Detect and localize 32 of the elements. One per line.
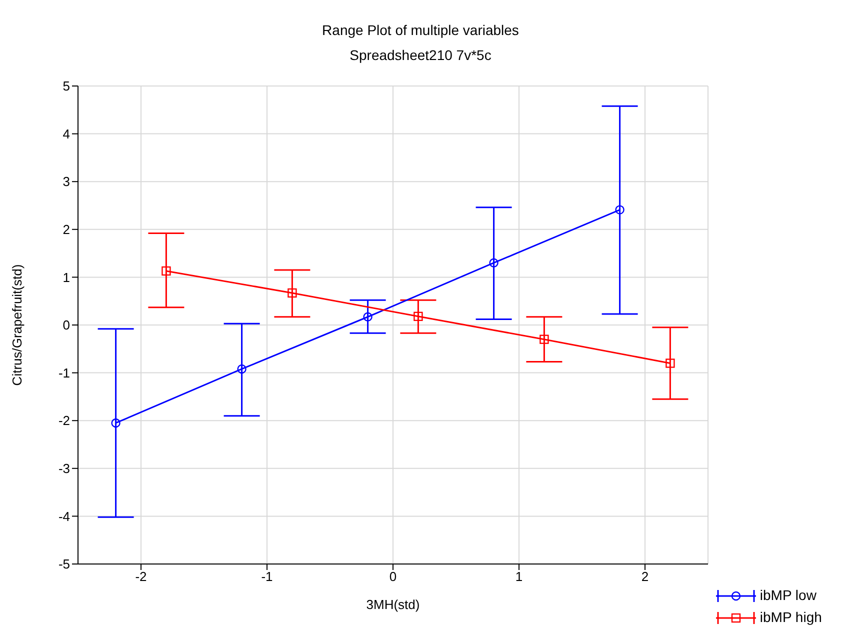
- point: [489, 258, 498, 268]
- chart-subtitle: Spreadsheet210 7v*5c: [348, 47, 492, 63]
- point: [162, 266, 171, 276]
- point: [237, 364, 246, 374]
- point: [666, 358, 675, 368]
- x-tick-label: 1: [515, 569, 523, 584]
- y-tick-label: 5: [62, 78, 70, 94]
- y-tick-label: -1: [58, 365, 70, 380]
- y-tick-label: -3: [58, 461, 70, 476]
- x-tick-label: 2: [641, 569, 649, 584]
- y-tick-label: -4: [58, 508, 70, 524]
- point: [363, 312, 372, 322]
- point: [288, 288, 297, 298]
- x-tick-label: -2: [135, 569, 147, 584]
- legend-label: ibMP low: [760, 587, 816, 603]
- y-tick-label: 4: [62, 126, 70, 142]
- chart-title: Range Plot of multiple variables: [321, 22, 520, 38]
- y-axis-title: Citrus/Grapefruit(std): [10, 264, 25, 386]
- y-tick-label: 2: [62, 222, 70, 238]
- point: [414, 312, 423, 321]
- x-axis-title: 3MH(std): [366, 597, 420, 612]
- y-tick-label: -2: [58, 413, 70, 428]
- y-tick-label: 3: [62, 174, 70, 190]
- x-tick-label: 0: [389, 569, 397, 584]
- point: [615, 205, 624, 214]
- legend-label: ibMP high: [760, 609, 822, 625]
- point: [540, 334, 549, 344]
- y-tick-label: 1: [62, 270, 70, 285]
- y-tick-label: 0: [62, 318, 70, 333]
- x-tick-label: -1: [261, 569, 273, 584]
- point: [111, 418, 120, 428]
- y-tick-label: -5: [58, 556, 70, 572]
